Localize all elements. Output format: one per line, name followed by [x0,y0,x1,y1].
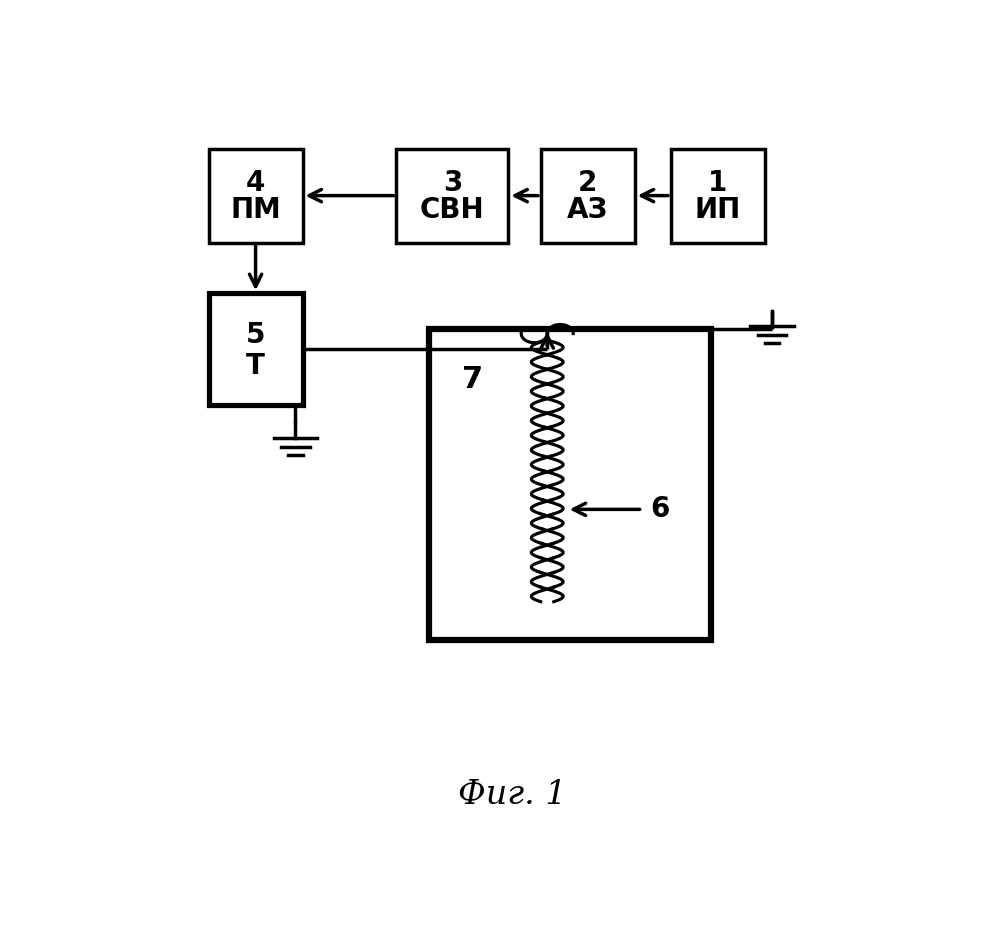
Bar [540,149,634,243]
Text: 5: 5 [246,321,266,349]
Text: 6: 6 [649,495,669,523]
Text: 2: 2 [578,170,597,197]
Text: ПМ: ПМ [230,196,281,223]
Text: АЗ: АЗ [567,196,608,223]
Bar [209,294,303,405]
Bar [429,329,710,640]
Text: Т: Т [246,352,265,380]
Bar [671,149,765,243]
Text: 7: 7 [462,365,483,394]
Bar [209,149,303,243]
Bar [397,149,508,243]
Text: СВН: СВН [421,196,485,223]
Text: Фиг. 1: Фиг. 1 [458,779,566,811]
Text: 3: 3 [443,170,463,197]
Text: ИП: ИП [694,196,741,223]
Text: 1: 1 [708,170,727,197]
Text: 4: 4 [246,170,266,197]
